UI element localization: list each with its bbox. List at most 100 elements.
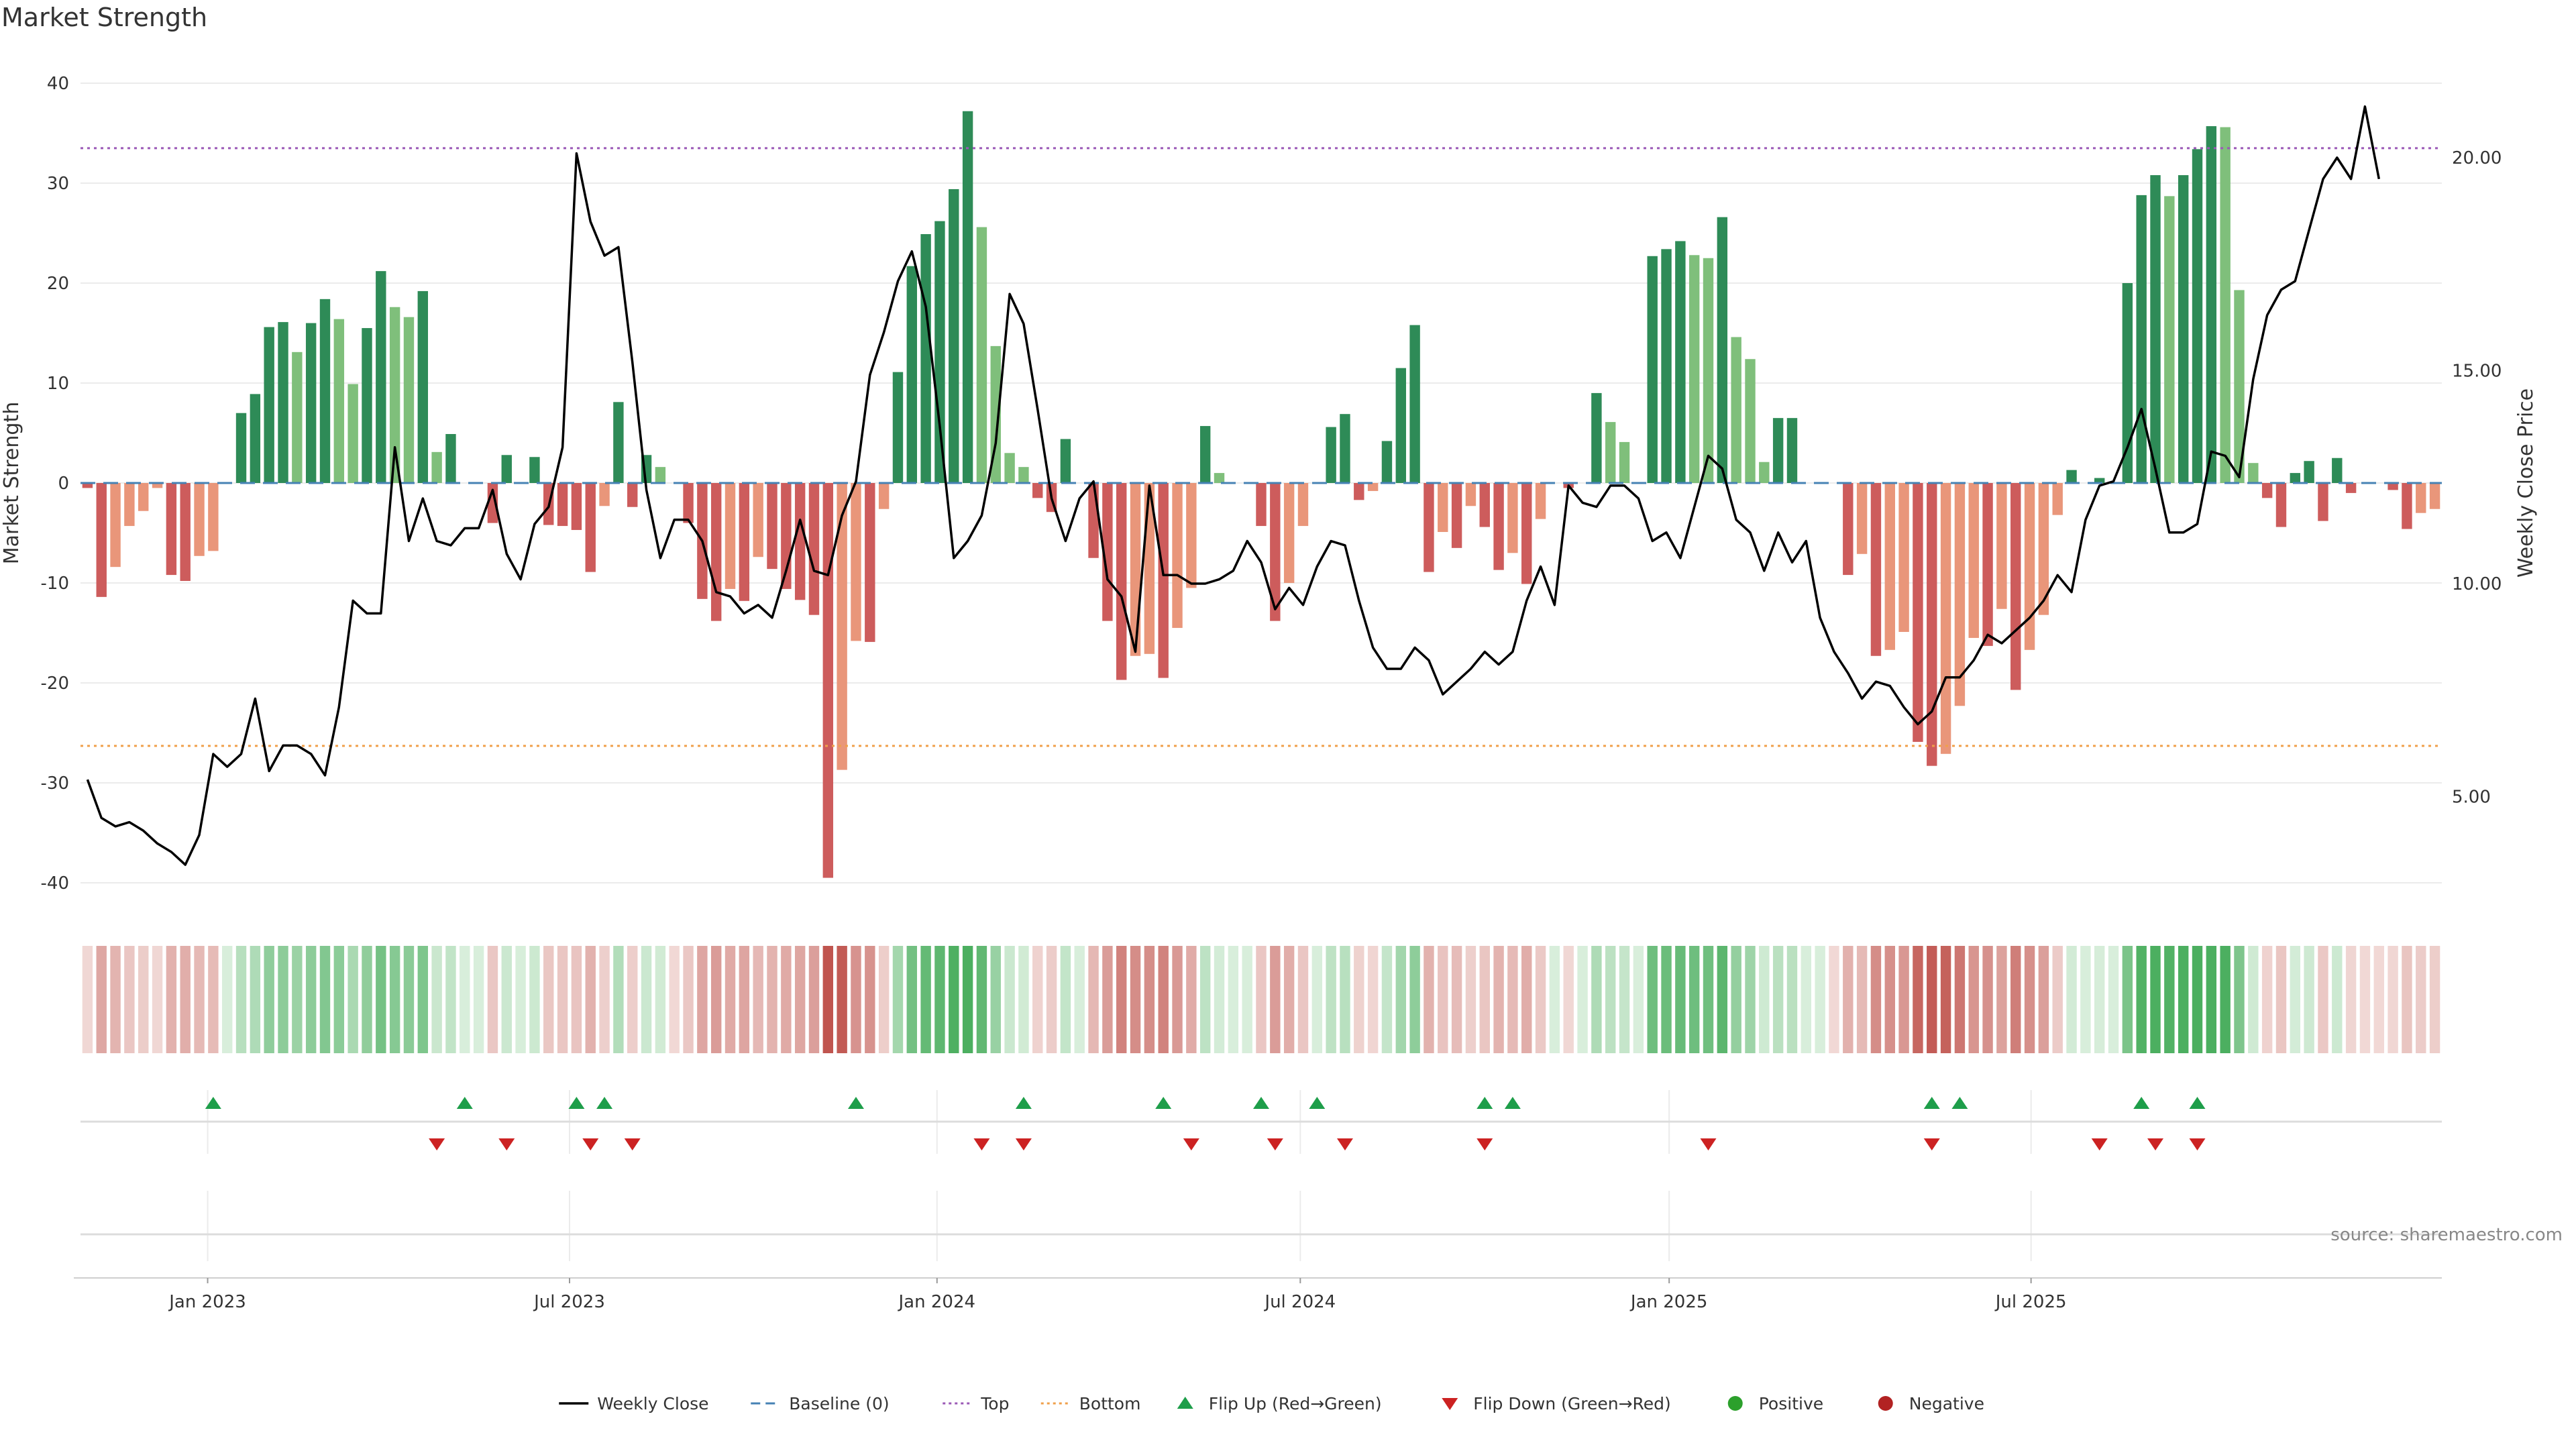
strength-bar bbox=[264, 327, 274, 483]
strength-bar bbox=[1996, 483, 2007, 609]
heat-cell bbox=[2429, 946, 2440, 1053]
heat-cell bbox=[851, 946, 861, 1053]
heat-cell bbox=[1633, 946, 1644, 1053]
heat-cell bbox=[1004, 946, 1015, 1053]
strength-bar bbox=[990, 345, 1001, 483]
strength-bar bbox=[767, 483, 777, 570]
strength-bar bbox=[305, 323, 317, 483]
strength-bar bbox=[2429, 483, 2440, 509]
strength-bar bbox=[166, 483, 177, 576]
strength-bar bbox=[2024, 483, 2035, 650]
heat-cell bbox=[1074, 946, 1085, 1053]
flip-down-marker bbox=[1700, 1138, 1717, 1150]
legend-swatch bbox=[1177, 1397, 1193, 1409]
strength-bar bbox=[1591, 392, 1602, 483]
heat-cell bbox=[822, 946, 834, 1053]
heat-cell bbox=[2080, 946, 2091, 1053]
strength-bar bbox=[124, 483, 135, 527]
y-tick-label: -20 bbox=[41, 674, 69, 694]
source-note: source: sharemaestro.com bbox=[2330, 1225, 2563, 1245]
y2-axis: 20.00 15.00 10.00 5.00 Weekly Close Price bbox=[2452, 148, 2538, 808]
heat-cell bbox=[1521, 946, 1532, 1053]
flip-markers-panel bbox=[80, 1090, 2442, 1154]
strength-bar bbox=[962, 111, 973, 484]
heat-cell bbox=[892, 946, 904, 1053]
strength-bar bbox=[362, 328, 372, 483]
heat-cell bbox=[1088, 946, 1099, 1053]
strength-bar bbox=[1954, 483, 1966, 706]
heat-cell bbox=[1479, 946, 1490, 1053]
strength-bar bbox=[1772, 418, 1784, 483]
strength-bar bbox=[2318, 483, 2328, 521]
heat-cell bbox=[808, 946, 820, 1053]
heat-cell bbox=[2192, 946, 2203, 1053]
heat-cell bbox=[152, 946, 163, 1053]
strength-bar bbox=[1884, 483, 1895, 650]
strength-bar bbox=[1493, 483, 1504, 570]
strength-bar bbox=[1647, 256, 1658, 483]
y-tick-label: -30 bbox=[41, 773, 69, 794]
strength-bar bbox=[278, 322, 288, 483]
strength-bar bbox=[138, 483, 149, 511]
heat-cell bbox=[739, 946, 750, 1053]
legend: Weekly Close Baseline (0) Top Bottom Flip Up… bbox=[559, 1394, 1984, 1413]
heat-cell bbox=[1199, 946, 1211, 1053]
strength-bar bbox=[1256, 483, 1267, 527]
heat-cell bbox=[1675, 946, 1686, 1053]
legend-label: Top bbox=[980, 1394, 1009, 1413]
strength-bar bbox=[1130, 483, 1141, 656]
heat-cell bbox=[292, 946, 303, 1053]
y-tick-label: 20 bbox=[47, 274, 69, 294]
heat-cell bbox=[1311, 946, 1323, 1053]
heat-cell bbox=[2010, 946, 2021, 1053]
grid-lines bbox=[80, 83, 2442, 883]
strength-bar bbox=[1340, 414, 1350, 483]
y-axis: 40 30 20 10 0 -10 -20 -30 -40 Market Strength bbox=[0, 74, 69, 894]
heat-cell bbox=[138, 946, 149, 1053]
strength-bar bbox=[1521, 483, 1532, 584]
heat-cell bbox=[501, 946, 512, 1053]
chart-title: Market Strength bbox=[1, 3, 208, 32]
heat-cell bbox=[1438, 946, 1448, 1053]
strength-bar bbox=[2261, 483, 2273, 498]
strength-bar bbox=[851, 483, 861, 641]
strength-bar bbox=[501, 455, 512, 483]
strength-bar bbox=[934, 221, 945, 483]
heat-cell bbox=[1172, 946, 1183, 1053]
heat-cell bbox=[571, 946, 582, 1053]
strength-bar bbox=[1102, 483, 1113, 621]
heat-cell bbox=[655, 946, 666, 1053]
strength-heatmap-strip bbox=[82, 946, 2440, 1053]
heat-cell bbox=[2136, 946, 2147, 1053]
strength-bar bbox=[920, 233, 931, 483]
heat-cell bbox=[1381, 946, 1393, 1053]
heat-cell bbox=[2052, 946, 2063, 1053]
strength-bar bbox=[1927, 483, 1937, 766]
heat-cell bbox=[794, 946, 806, 1053]
heat-cell bbox=[1703, 946, 1714, 1053]
heat-cell bbox=[1968, 946, 1979, 1053]
legend-item-flip_down: Flip Down (Green→Red) bbox=[1442, 1394, 1671, 1413]
strength-bar bbox=[110, 483, 121, 568]
heat-cell bbox=[697, 946, 708, 1053]
heat-cell bbox=[1856, 946, 1868, 1053]
strength-bar bbox=[1535, 483, 1546, 519]
heat-cell bbox=[1913, 946, 1923, 1053]
heat-cell bbox=[1214, 946, 1225, 1053]
legend-label: Negative bbox=[1909, 1394, 1984, 1413]
strength-bar bbox=[1898, 483, 1909, 633]
heat-cell bbox=[1367, 946, 1379, 1053]
strength-bar bbox=[1451, 483, 1462, 548]
y-tick-label: 40 bbox=[47, 74, 69, 94]
flip-up-marker bbox=[1155, 1097, 1172, 1109]
heat-cell bbox=[1982, 946, 1993, 1053]
strength-bar bbox=[2052, 483, 2063, 515]
flip-down-marker bbox=[1477, 1138, 1493, 1150]
strength-bar bbox=[347, 384, 358, 483]
heat-cell bbox=[1884, 946, 1895, 1053]
heat-cell bbox=[1563, 946, 1574, 1053]
heat-cell bbox=[1032, 946, 1043, 1053]
heat-cell bbox=[1451, 946, 1462, 1053]
heat-cell bbox=[2234, 946, 2245, 1053]
strength-bar bbox=[250, 394, 261, 483]
